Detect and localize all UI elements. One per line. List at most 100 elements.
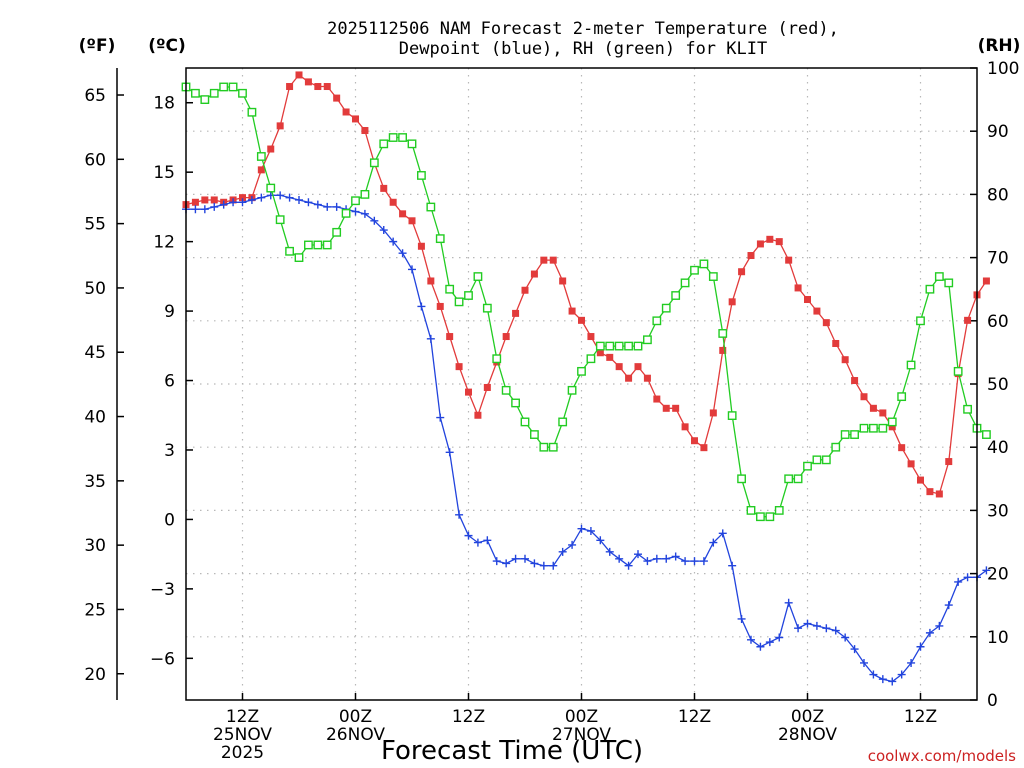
dewpoint-point [803,619,812,628]
series-layer [181,71,991,686]
dewpoint-point [332,202,341,211]
dewpoint-point [408,265,416,274]
dewpoint-point [718,529,727,538]
rh-point [530,430,539,439]
fahrenheit-tick-label: 20 [84,665,106,685]
rh-tick-label: 70 [987,249,1009,269]
temperature-point [521,286,529,294]
dewpoint-point [398,249,407,258]
dewpoint-point [539,561,548,570]
time-tick-label: 2025 [221,743,264,763]
temperature-point [417,242,425,250]
dewpoint-point [596,536,605,545]
dewpoint-point [191,205,200,214]
celsius-tick-label: 9 [164,302,175,322]
temperature-point [775,238,783,246]
dewpoint-point [436,413,445,422]
rh-tick-label: 50 [987,375,1009,395]
rh-point [426,202,436,212]
grid-lines [186,68,977,700]
rh-point [859,423,869,433]
temperature-point [210,196,218,204]
temperature-point [926,488,934,496]
rh-point [925,284,935,294]
dewpoint-line [186,194,987,683]
rh-point [219,82,229,92]
dewpoint-point [351,207,360,216]
temperature-point [766,235,774,243]
series-dewpoint [182,191,991,686]
temperature-point [455,363,463,371]
dewpoint-point [812,621,821,630]
temperature-point [323,83,331,91]
temperature-point [653,395,661,403]
rh-point [774,506,784,515]
temperature-point [380,184,388,192]
dewpoint-point [530,559,539,568]
dewpoint-point [765,638,774,647]
dewpoint-point [502,559,511,568]
fahrenheit-tick-label: 30 [84,536,106,556]
rh-point [228,82,238,92]
temperature-point [982,277,990,285]
dewpoint-point [728,561,737,570]
temperature-point [709,409,717,417]
temperature-point [738,268,746,276]
dewpoint-point [304,198,313,207]
time-tick-label: 00Z [339,707,372,727]
rh-point [595,341,605,351]
rh-point [869,423,878,433]
rh-tick-label: 60 [987,312,1009,332]
temperature-point [945,458,953,466]
temperature-point [634,363,642,371]
rh-point [652,316,662,326]
rh-point [784,474,794,484]
rh-point [407,139,417,149]
rh-point [417,171,426,180]
dewpoint-point [229,198,238,207]
dewpoint-point [624,561,633,570]
dewpoint-point [521,554,529,563]
rh-point [821,455,831,465]
temperature-point [436,302,444,310]
celsius-tick-label: 18 [153,94,175,114]
dewpoint-point [360,209,369,218]
temperature-point [596,349,604,357]
dewpoint-point [747,635,755,644]
rh-point [878,423,888,433]
temperature-point [474,411,482,419]
rh-point [803,461,812,471]
rh-point [209,88,219,98]
dewpoint-point [568,540,577,549]
celsius-axis: −6 −3 0 3 6 9 12 15 18 [150,94,193,669]
dewpoint-point [285,193,294,202]
rh-point [944,278,954,288]
dewpoint-point [925,628,934,637]
rh-point [558,417,568,427]
time-tick-label: 12Z [226,707,259,727]
temperature-point [756,240,764,248]
rh-point [511,398,520,408]
chart-title-line2: Dewpoint (blue), RH (green) for KLIT [399,39,767,59]
temperature-point [643,374,651,382]
rh-point [520,417,530,427]
dewpoint-point [935,621,944,630]
rh-point [934,272,944,281]
celsius-tick-label: 15 [153,163,175,183]
temperature-point [794,284,802,292]
temperature-point [257,166,265,174]
rh-tick-label: 20 [987,565,1009,585]
rh-point [313,240,323,250]
rh-point [492,354,502,364]
rh-point [567,385,577,395]
temperature-point [314,83,322,91]
dewpoint-point [860,658,868,667]
rh-point [548,442,558,452]
temperature-point [813,307,821,315]
dewpoint-point [313,200,322,209]
dewpoint-point [888,677,897,686]
rh-point [464,291,473,300]
dewpoint-point [455,510,464,519]
temperature-point [747,252,755,260]
